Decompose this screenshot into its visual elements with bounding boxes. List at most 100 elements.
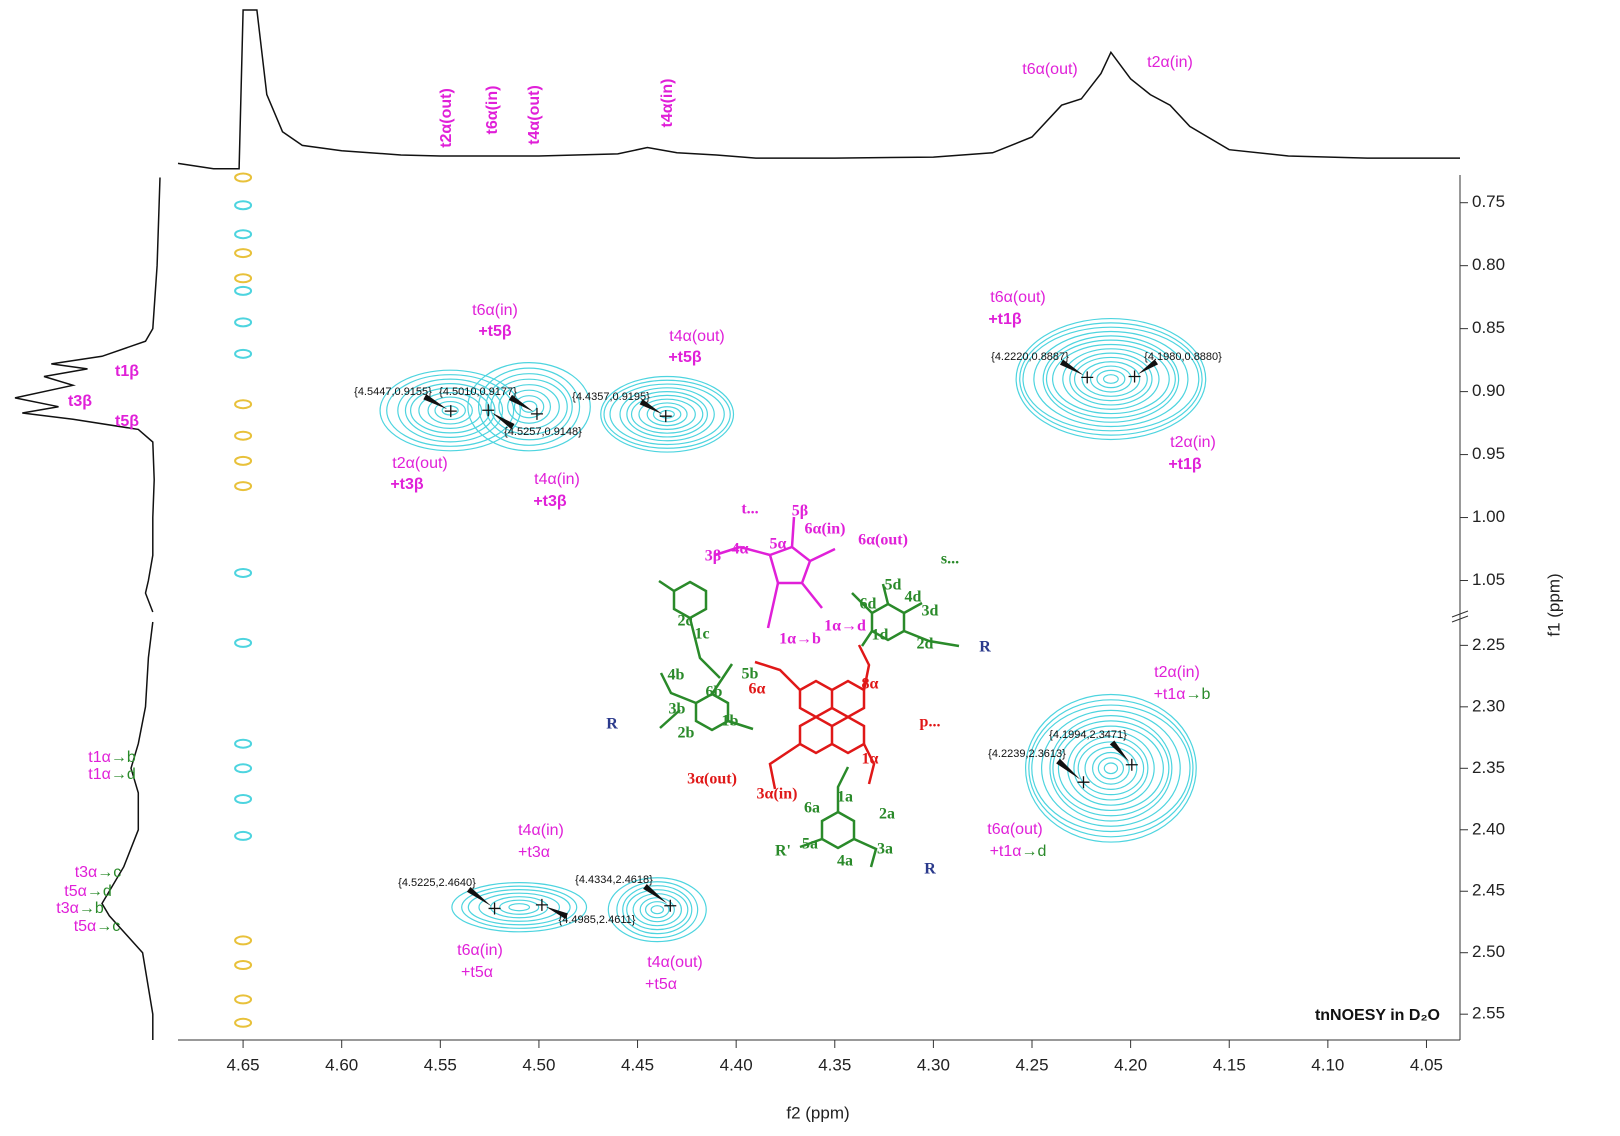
annotation: t5α→d <box>64 883 112 900</box>
contour-level <box>650 905 665 915</box>
diagonal-peak <box>234 567 253 578</box>
structure-label: t... <box>741 501 758 518</box>
y-tick-label: 2.35 <box>1472 758 1505 777</box>
annotation-part: t2α(in) <box>1154 664 1200 681</box>
structure-label: 3α(out) <box>687 771 737 788</box>
peak-marker <box>488 902 501 915</box>
contour-level <box>1096 369 1126 389</box>
x-tick-label: 4.45 <box>621 1055 654 1074</box>
diagonal-peak <box>234 455 253 466</box>
peak-marker <box>535 898 548 911</box>
annotation-part: →c <box>96 918 120 935</box>
peak-label: {4.5010,0.9177} <box>439 386 517 398</box>
annotation-part: t4α(in) <box>659 79 676 128</box>
annotation: t6α(in) <box>457 942 503 959</box>
annotation-part: →d <box>87 883 112 900</box>
annotation-part: t3β <box>68 393 92 410</box>
diagonal-peak <box>234 317 253 328</box>
annotation-part: →b <box>111 749 136 766</box>
peak-marker <box>1081 371 1094 384</box>
structure-label: 1b <box>722 713 739 730</box>
y-tick-label: 2.30 <box>1472 696 1505 715</box>
y-tick-label: 1.00 <box>1472 507 1505 526</box>
annotation: t3β <box>68 393 92 410</box>
contour-level <box>1015 317 1207 441</box>
structure-label: 6α(in) <box>805 521 846 538</box>
top-projection <box>177 9 1460 170</box>
y-tick-label: 0.75 <box>1472 192 1505 211</box>
x-axis-title: f2 (ppm) <box>786 1103 849 1122</box>
annotation: t4α(in) <box>659 79 676 128</box>
peak-arrow <box>1137 359 1159 375</box>
structure-label: R <box>606 716 618 733</box>
diagonal-peak <box>234 348 253 359</box>
annotation-part: +t5β <box>478 323 512 340</box>
structure-label: 2a <box>879 806 895 823</box>
annotation-part: +t5α <box>645 976 677 993</box>
diagonal-peak <box>234 830 253 841</box>
annotation: +t1β <box>988 311 1022 328</box>
annotation: t4α(out) <box>526 85 543 145</box>
diagonal-peak <box>234 935 253 946</box>
structure-label: 3a <box>877 841 893 858</box>
diagonal-peak <box>234 273 253 284</box>
peak-label: {4.4985,2.4611} <box>559 914 636 926</box>
annotation: t6α(in) <box>484 86 501 135</box>
contour-level <box>603 379 731 449</box>
chart-title: tnNOESY in D₂O <box>1315 1007 1440 1024</box>
structure-label: 5α <box>770 536 787 553</box>
contour-level <box>638 398 696 430</box>
contour-level <box>379 369 521 452</box>
annotation-part: +t5α <box>461 964 493 981</box>
diagonal-peak <box>234 172 253 183</box>
structure-label: 3α(in) <box>757 786 798 803</box>
annotation-part: t1α <box>88 766 111 783</box>
y-tick-label: 0.80 <box>1472 255 1505 274</box>
annotation-part: t6α(out) <box>1022 61 1078 78</box>
structure-label: 2d <box>917 636 934 653</box>
structure-label: 4a <box>837 853 853 870</box>
molecule-structure <box>658 516 960 868</box>
structure-label: s... <box>941 551 959 568</box>
annotation-part: →b <box>1186 686 1211 703</box>
annotation: +t5α <box>461 964 493 981</box>
contour-level <box>626 889 689 931</box>
contour-level <box>1103 762 1119 775</box>
structure-label: 2b <box>678 725 695 742</box>
contour-level <box>630 394 704 434</box>
annotation: +t3β <box>390 476 424 493</box>
contour-level <box>386 374 515 447</box>
diagonal-peak <box>234 637 253 648</box>
diagonal-peak <box>234 994 253 1005</box>
annotation: +t5α <box>645 976 677 993</box>
peak-arrow <box>1109 740 1130 762</box>
contour-level <box>513 395 545 419</box>
annotation-part: →c <box>97 864 121 881</box>
diagonal-peak <box>234 481 253 492</box>
bond <box>754 644 876 790</box>
contour-level <box>427 396 473 425</box>
structure-label: 4d <box>905 589 922 606</box>
annotation: +t1β <box>1168 456 1202 473</box>
contour-level <box>1062 348 1160 410</box>
annotation: t6α(out) <box>990 289 1046 306</box>
contour-level <box>1081 361 1141 397</box>
peak-arrow <box>491 412 515 430</box>
contour-level <box>1089 365 1132 393</box>
x-tick-label: 4.65 <box>227 1055 260 1074</box>
annotation-part: +t5β <box>668 349 702 366</box>
contour-level <box>1069 352 1153 406</box>
annotation-part: →d <box>111 766 136 783</box>
annotation: +t5β <box>478 323 512 340</box>
contour-level <box>619 387 715 442</box>
peak-label: {4.2239,2.3613} <box>988 748 1066 760</box>
annotation: t4α(in) <box>534 471 580 488</box>
annotation-part: +t1β <box>1168 456 1202 473</box>
annotation: t2α(out) <box>438 88 455 148</box>
annotation-part: t3α <box>75 864 98 881</box>
annotation-part: +t1α <box>1154 686 1186 703</box>
contour-level <box>467 889 571 926</box>
x-tick-label: 4.40 <box>720 1055 753 1074</box>
x-tick-label: 4.30 <box>917 1055 950 1074</box>
